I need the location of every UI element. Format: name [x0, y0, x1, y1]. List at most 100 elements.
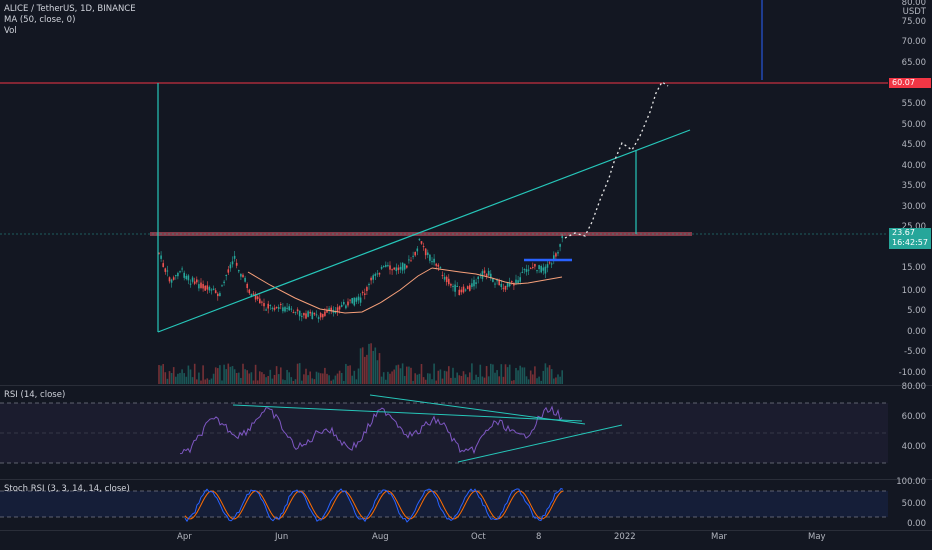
volume-bar	[324, 367, 326, 384]
pane-separator-2[interactable]	[0, 479, 932, 480]
candle	[368, 283, 370, 286]
candle	[343, 302, 345, 305]
candle	[168, 277, 171, 282]
volume-bar	[511, 380, 513, 384]
volume-bar	[204, 379, 206, 384]
volume-bar	[483, 377, 486, 384]
candle	[345, 305, 347, 309]
volume-bar	[340, 372, 343, 384]
candle	[208, 286, 211, 291]
candle	[448, 278, 450, 285]
candle	[340, 304, 343, 307]
price-pane[interactable]: ALICE / TetherUS, 1D, BINANCE MA (50, cl…	[0, 0, 888, 385]
candle	[557, 252, 559, 254]
volume-bar	[361, 347, 364, 384]
tick-80: 80.00	[901, 0, 926, 8]
candle	[376, 273, 379, 275]
candle	[263, 303, 265, 307]
volume-bar	[408, 366, 410, 384]
stoch-axis[interactable]: 100.00 50.00 0.00	[888, 477, 932, 530]
candle	[548, 262, 551, 264]
candle	[290, 308, 293, 310]
volume-bar	[494, 372, 496, 384]
candle	[175, 275, 177, 277]
candle	[538, 265, 540, 270]
volume-bar	[162, 364, 164, 384]
rsi-tick-80: 80.00	[901, 382, 926, 392]
ma-line-early	[247, 267, 433, 314]
volume-bar	[284, 380, 286, 384]
candle	[401, 262, 404, 271]
volume-bar	[265, 377, 267, 384]
volume-bar	[196, 379, 198, 384]
rsi-axis[interactable]: 80.00 60.00 40.00	[888, 382, 932, 479]
rsi-pane[interactable]: RSI (14, close)	[0, 386, 888, 479]
volume-bar	[389, 373, 391, 384]
volume-bar	[561, 370, 563, 384]
volume-bar	[191, 377, 194, 384]
x-label-2022: 2022	[614, 532, 636, 542]
pane-separator-1[interactable]	[0, 385, 932, 386]
candle	[450, 284, 452, 286]
volume-bar	[445, 371, 448, 384]
candle	[242, 274, 244, 278]
candle	[361, 292, 364, 294]
volume-bar	[315, 371, 318, 384]
tick-70: 70.00	[901, 37, 926, 47]
candle	[492, 278, 494, 282]
vol-legend: Vol	[4, 26, 17, 36]
candle	[179, 271, 181, 273]
candle	[225, 274, 227, 276]
candle	[292, 312, 295, 314]
stoch-pane[interactable]: Stoch RSI (3, 3, 14, 14, close)	[0, 480, 888, 530]
volume-bar	[275, 366, 278, 384]
volume-bar	[225, 369, 227, 384]
candle	[280, 304, 282, 306]
candle	[229, 264, 232, 269]
volume-bar	[370, 343, 372, 384]
volume-bar	[559, 376, 561, 384]
candle	[454, 284, 456, 292]
rsi-trendline-upper-2	[369, 394, 586, 425]
volume-bar	[353, 370, 356, 384]
candle	[435, 263, 437, 266]
candle	[303, 312, 305, 316]
volume-bar	[458, 375, 461, 384]
volume-bar	[351, 375, 353, 384]
candle	[301, 315, 303, 317]
time-axis[interactable]: Apr Jun Aug Oct 8 2022 Mar May	[0, 531, 932, 550]
volume-bar	[448, 366, 450, 384]
candle	[416, 248, 419, 252]
candle	[504, 285, 507, 290]
volume-bar	[399, 368, 402, 384]
candle	[256, 296, 259, 299]
candle	[277, 307, 280, 309]
volume-bar	[380, 376, 383, 384]
volume-bar	[374, 347, 377, 384]
volume-bar	[212, 373, 215, 384]
candle	[311, 312, 314, 320]
volume-bar	[490, 363, 492, 384]
volume-bar	[185, 376, 188, 384]
candle	[328, 308, 330, 311]
candle	[372, 275, 374, 280]
volume-bar	[487, 376, 490, 384]
rsi-trendline-lower	[457, 424, 623, 463]
rsi-line	[179, 405, 563, 455]
candle	[393, 267, 395, 270]
volume-bar	[519, 365, 521, 384]
volume-bar	[198, 372, 200, 384]
candle	[485, 273, 488, 277]
candle	[536, 270, 538, 272]
candle	[294, 311, 297, 313]
candle	[521, 271, 524, 273]
candle	[424, 248, 427, 256]
candle	[288, 306, 290, 311]
rsi-chart	[0, 394, 888, 464]
volume-bar	[450, 377, 452, 384]
tick-30: 30.00	[901, 202, 926, 212]
candle	[357, 296, 360, 301]
candle	[389, 265, 391, 270]
price-axis[interactable]: 80.00 USDT 75.00 70.00 65.00 55.00 50.00…	[888, 0, 932, 385]
volume-bar	[263, 374, 265, 384]
